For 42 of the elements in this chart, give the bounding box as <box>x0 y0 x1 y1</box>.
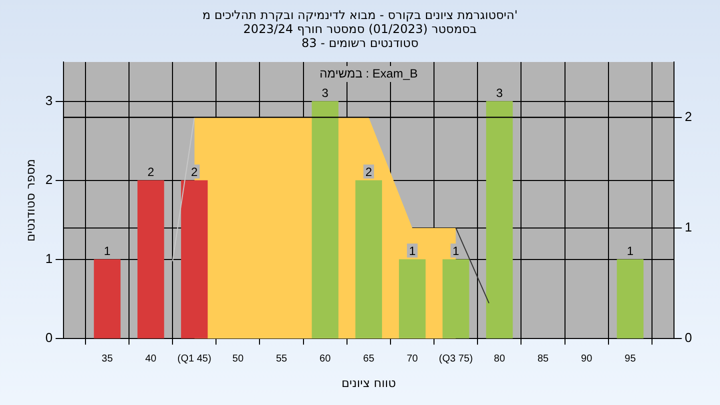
bar <box>355 180 382 338</box>
y-axis-title: מספר סטודנטים <box>23 158 38 242</box>
x-tick-label: 55 <box>276 353 288 364</box>
chart-title: היסטוגרמת ציונים בקורס - מבוא לדינמיקה ובקרת תהליכים מ' בסמסטר (01/2023) סמסטר חורף 2023/24 סטודנטים רשומים - 83 <box>201 8 519 50</box>
y-tick-label: 2 <box>45 172 53 188</box>
data-label: 1 <box>626 244 634 258</box>
x-tick-label: 80 <box>494 353 506 364</box>
data-label: 2 <box>191 164 198 179</box>
x-tick-label: 65 <box>363 353 375 364</box>
bar <box>312 101 338 338</box>
x-tick-label: 70 <box>406 353 418 364</box>
x-tick-label: 90 <box>581 353 593 364</box>
bar <box>616 259 644 338</box>
x-tick-label: 95 <box>624 353 636 364</box>
x-tick-label: 40 <box>145 353 157 364</box>
x-tick-label: (Q1 45) <box>177 353 212 364</box>
y2-tick-label: 1 <box>684 220 692 235</box>
y2-tick-label: 0 <box>684 330 692 346</box>
data-label: 1 <box>408 244 416 258</box>
y-tick-label: 3 <box>45 93 53 108</box>
x-axis-title: טווח ציונים <box>341 376 396 390</box>
bar <box>137 180 164 338</box>
x-tick-label: 50 <box>232 353 244 364</box>
bar <box>181 180 208 338</box>
y-tick-label: 0 <box>45 330 53 346</box>
data-label: 1 <box>452 244 460 258</box>
data-label: 3 <box>496 86 504 100</box>
x-tick-label: 35 <box>102 353 114 364</box>
data-label: 2 <box>365 164 372 179</box>
x-tick-label: (Q3 75) <box>438 353 473 364</box>
x-tick-label: 85 <box>537 353 550 364</box>
y-tick-label: 1 <box>45 251 53 266</box>
x-tick-label: 60 <box>320 353 332 364</box>
data-label: 1 <box>104 244 111 258</box>
bar <box>442 259 470 338</box>
data-label: 2 <box>147 164 154 179</box>
data-label: 3 <box>322 86 329 100</box>
bar <box>398 259 426 338</box>
y2-tick-label: 2 <box>684 108 692 124</box>
annotation: במשימה : Exam_B <box>320 66 418 80</box>
bar <box>486 101 513 338</box>
bar <box>94 259 121 338</box>
